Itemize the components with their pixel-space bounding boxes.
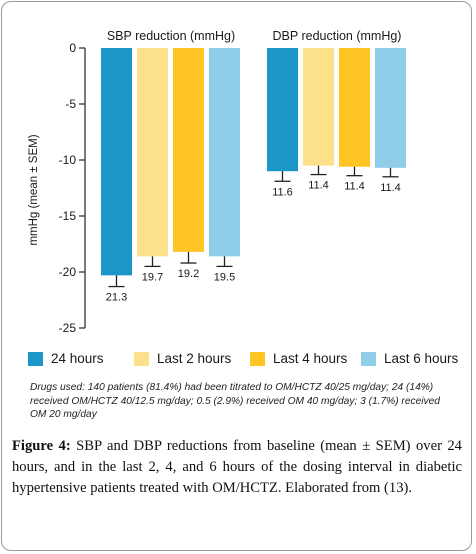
legend-swatch — [361, 351, 376, 366]
data-label: 11.4 — [344, 181, 365, 193]
legend-label: 24 hours — [51, 351, 104, 366]
legend-item-24-hours: 24 hours — [28, 351, 104, 366]
data-label: 11.4 — [308, 180, 329, 192]
bar-chart: 0 -5 -10 -15 -20 -25 21.3 11.6 19.7 11.4 19.2 11.4… — [28, 29, 406, 335]
data-label: 21.3 — [106, 292, 127, 304]
legend-item-last-6-hours: Last 6 hours — [361, 351, 458, 366]
bar — [339, 48, 370, 167]
bar — [137, 48, 168, 257]
caption-text: SBP and DBP reductions from baseline (me… — [12, 438, 462, 496]
bar — [209, 48, 240, 257]
legend-item-last-2-hours: Last 2 hours — [134, 351, 231, 366]
data-label: 11.6 — [272, 186, 293, 198]
y-tick-label: -5 — [65, 97, 76, 111]
legend-label: Last 2 hours — [157, 351, 232, 366]
y-tick-label: -25 — [59, 321, 77, 335]
data-label: 19.2 — [178, 268, 199, 280]
y-tick-label: 0 — [69, 41, 76, 55]
legend-swatch — [28, 351, 43, 366]
group-label-dbp: DBP reduction (mmHg) — [273, 29, 402, 43]
bar — [173, 48, 204, 252]
data-labels: 21.3 11.6 19.7 11.4 19.2 11.4 19.5 11.4 — [106, 180, 401, 304]
caption-label: Figure 4: — [12, 438, 71, 454]
y-tick-label: -20 — [59, 265, 77, 279]
y-axis-label: mmHg (mean ± SEM) — [28, 134, 40, 245]
y-axis: 0 -5 -10 -15 -20 -25 — [59, 41, 86, 335]
drugs-note: Drugs used: 140 patients (81.4%) had bee… — [30, 382, 440, 420]
group-label-sbp: SBP reduction (mmHg) — [107, 29, 235, 43]
data-label: 19.5 — [214, 271, 235, 283]
legend-label: Last 6 hours — [384, 351, 459, 366]
bars — [101, 48, 406, 288]
data-label: 11.4 — [380, 182, 401, 194]
y-tick-label: -15 — [59, 209, 77, 223]
bar — [375, 48, 406, 168]
figure-caption: Figure 4: SBP and DBP reductions from ba… — [12, 436, 462, 499]
bar — [267, 48, 298, 172]
legend-item-last-4-hours: Last 4 hours — [250, 351, 347, 366]
legend-label: Last 4 hours — [273, 351, 348, 366]
legend-swatch — [134, 351, 149, 366]
bar — [303, 48, 334, 166]
legend: 24 hours Last 2 hours Last 4 hours Last … — [28, 351, 468, 373]
y-tick-label: -10 — [59, 153, 77, 167]
legend-swatch — [250, 351, 265, 366]
bar — [101, 48, 132, 276]
data-label: 19.7 — [142, 271, 163, 283]
